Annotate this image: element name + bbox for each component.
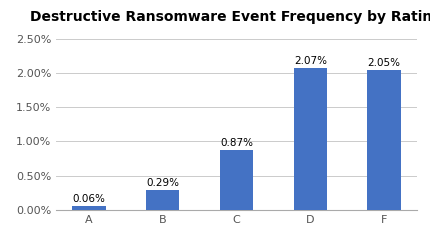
Bar [368, 70, 401, 210]
Text: 0.29%: 0.29% [146, 178, 179, 188]
Text: 2.05%: 2.05% [368, 58, 401, 68]
Text: 2.07%: 2.07% [294, 56, 327, 67]
Bar [294, 68, 327, 210]
Bar [146, 190, 179, 210]
Title: Destructive Ransomware Event Frequency by Rating: Destructive Ransomware Event Frequency b… [31, 10, 430, 24]
Text: 0.06%: 0.06% [73, 194, 105, 204]
Bar [220, 150, 253, 210]
Text: 0.87%: 0.87% [220, 138, 253, 148]
Bar [72, 206, 105, 210]
